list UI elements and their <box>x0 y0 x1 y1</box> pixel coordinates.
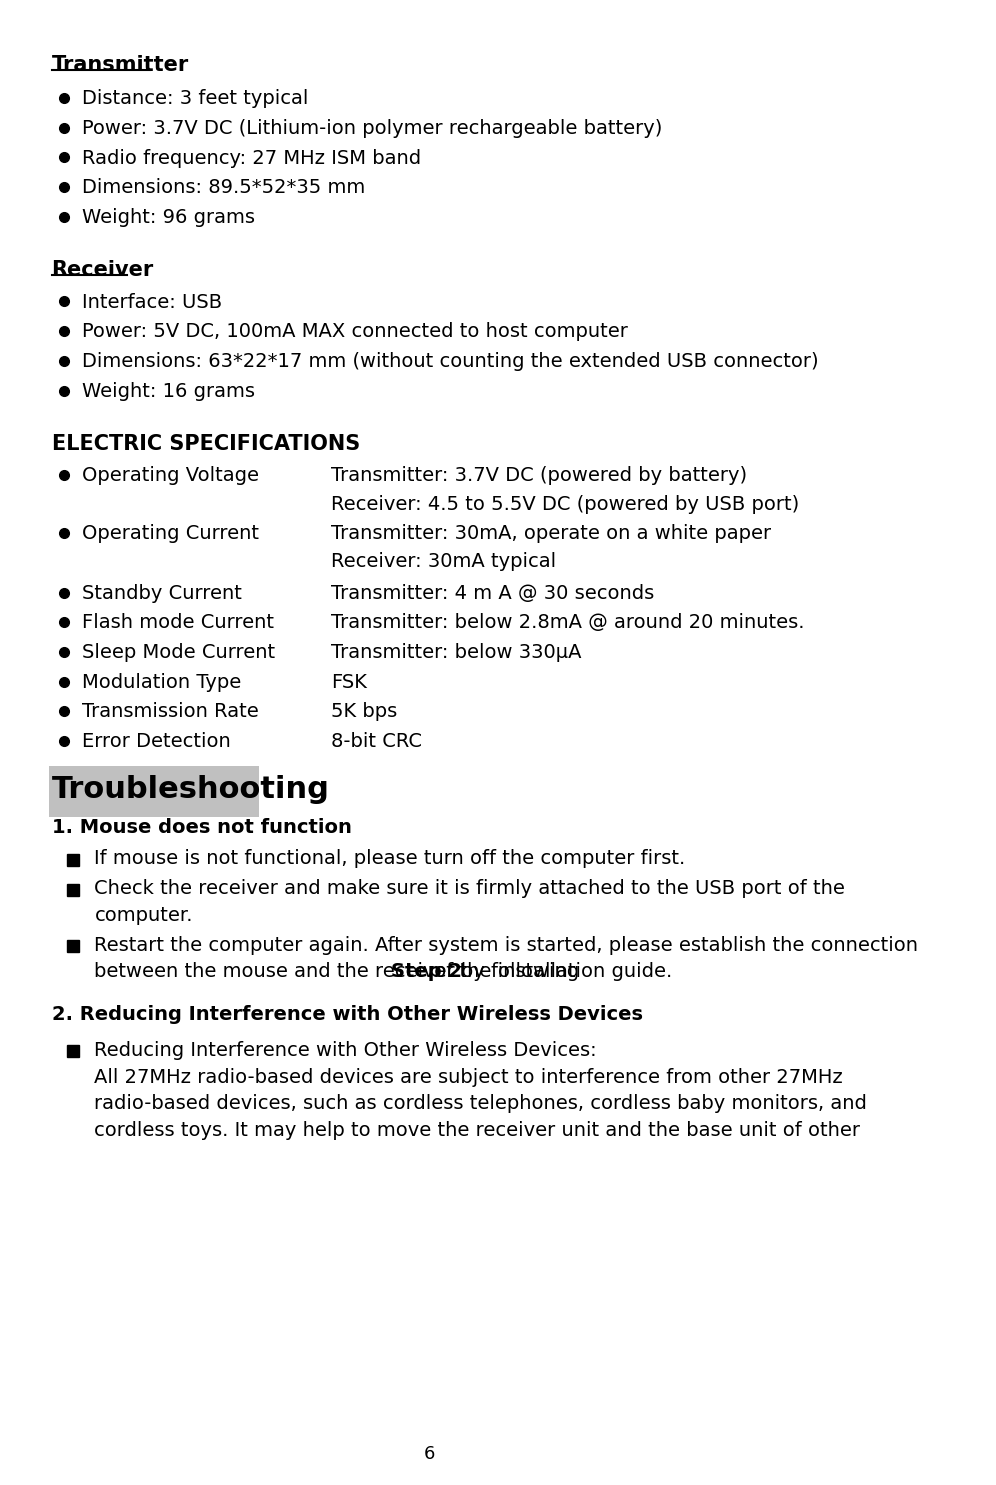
Text: Step 2: Step 2 <box>391 962 462 982</box>
Text: cordless toys. It may help to move the receiver unit and the base unit of other: cordless toys. It may help to move the r… <box>95 1121 861 1140</box>
Text: radio-based devices, such as cordless telephones, cordless baby monitors, and: radio-based devices, such as cordless te… <box>95 1094 868 1114</box>
Text: Interface: USB: Interface: USB <box>82 293 222 312</box>
Text: Transmitter: below 330µA: Transmitter: below 330µA <box>331 643 582 662</box>
Text: Radio frequency: 27 MHz ISM band: Radio frequency: 27 MHz ISM band <box>82 148 420 168</box>
Text: Weight: 16 grams: Weight: 16 grams <box>82 382 255 401</box>
Text: Reducing Interference with Other Wireless Devices:: Reducing Interference with Other Wireles… <box>95 1041 598 1060</box>
Text: 1. Mouse does not function: 1. Mouse does not function <box>52 818 352 838</box>
Text: ELECTRIC SPECIFICATIONS: ELECTRIC SPECIFICATIONS <box>52 434 360 453</box>
Text: Receiver: 30mA typical: Receiver: 30mA typical <box>331 552 556 572</box>
Text: Transmitter: Transmitter <box>52 55 189 74</box>
Text: Power: 5V DC, 100mA MAX connected to host computer: Power: 5V DC, 100mA MAX connected to hos… <box>82 322 627 342</box>
Text: Distance: 3 feet typical: Distance: 3 feet typical <box>82 89 308 108</box>
Text: Dimensions: 89.5*52*35 mm: Dimensions: 89.5*52*35 mm <box>82 178 365 198</box>
Text: Troubleshooting: Troubleshooting <box>52 775 330 805</box>
Text: All 27MHz radio-based devices are subject to interference from other 27MHz: All 27MHz radio-based devices are subjec… <box>95 1068 844 1087</box>
Text: Modulation Type: Modulation Type <box>82 673 241 692</box>
Text: Receiver: 4.5 to 5.5V DC (powered by USB port): Receiver: 4.5 to 5.5V DC (powered by USB… <box>331 495 799 514</box>
Text: Flash mode Current: Flash mode Current <box>82 613 274 633</box>
Text: Sleep Mode Current: Sleep Mode Current <box>82 643 275 662</box>
Text: Transmitter: below 2.8mA @ around 20 minutes.: Transmitter: below 2.8mA @ around 20 min… <box>331 613 804 633</box>
Text: Power: 3.7V DC (Lithium-ion polymer rechargeable battery): Power: 3.7V DC (Lithium-ion polymer rech… <box>82 119 662 138</box>
Text: Transmitter: 30mA, operate on a white paper: Transmitter: 30mA, operate on a white pa… <box>331 524 771 544</box>
Text: Operating Current: Operating Current <box>82 524 259 544</box>
Text: Operating Voltage: Operating Voltage <box>82 466 259 486</box>
Text: 6: 6 <box>424 1445 435 1463</box>
Text: Error Detection: Error Detection <box>82 732 230 751</box>
Text: between the mouse and the receiver by following: between the mouse and the receiver by fo… <box>95 962 586 982</box>
Text: If mouse is not functional, please turn off the computer first.: If mouse is not functional, please turn … <box>95 849 685 869</box>
FancyBboxPatch shape <box>49 766 259 817</box>
Text: Receiver: Receiver <box>52 260 153 279</box>
Text: 8-bit CRC: 8-bit CRC <box>331 732 421 751</box>
Text: computer.: computer. <box>95 906 193 925</box>
Text: of the installation guide.: of the installation guide. <box>428 962 672 982</box>
Text: Transmission Rate: Transmission Rate <box>82 702 258 722</box>
Text: 5K bps: 5K bps <box>331 702 397 722</box>
Text: Dimensions: 63*22*17 mm (without counting the extended USB connector): Dimensions: 63*22*17 mm (without countin… <box>82 352 819 371</box>
Text: 2. Reducing Interference with Other Wireless Devices: 2. Reducing Interference with Other Wire… <box>52 1005 642 1025</box>
Text: Weight: 96 grams: Weight: 96 grams <box>82 208 255 227</box>
Text: FSK: FSK <box>331 673 367 692</box>
Text: Check the receiver and make sure it is firmly attached to the USB port of the: Check the receiver and make sure it is f… <box>95 879 846 898</box>
Text: Standby Current: Standby Current <box>82 584 241 603</box>
Text: Transmitter: 4 m A @ 30 seconds: Transmitter: 4 m A @ 30 seconds <box>331 584 654 603</box>
Text: Restart the computer again. After system is started, please establish the connec: Restart the computer again. After system… <box>95 936 918 955</box>
Text: Transmitter: 3.7V DC (powered by battery): Transmitter: 3.7V DC (powered by battery… <box>331 466 747 486</box>
